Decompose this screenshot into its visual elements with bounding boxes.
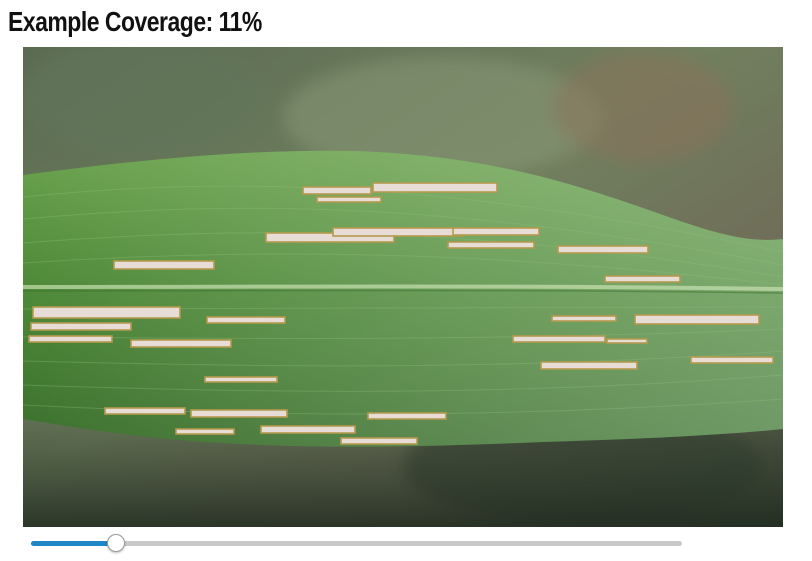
page-title: Example Coverage: 11% — [8, 6, 262, 37]
slider-fill — [31, 541, 116, 546]
leaf-image — [23, 47, 783, 527]
slider-track[interactable] — [31, 541, 682, 546]
leaf-photo — [23, 47, 783, 527]
slider-thumb[interactable] — [106, 534, 125, 552]
coverage-slider[interactable] — [31, 532, 682, 556]
